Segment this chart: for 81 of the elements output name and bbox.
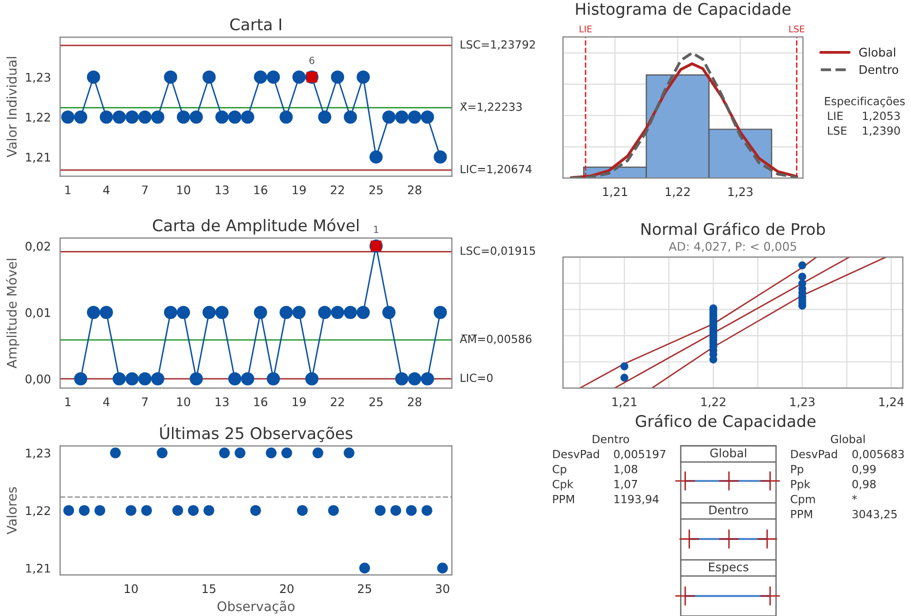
- annotation: 6: [309, 56, 314, 64]
- category-label: Especs: [709, 562, 748, 574]
- x-tick-label: 19: [292, 397, 306, 406]
- x-tick-label: 10: [124, 584, 138, 594]
- chart-title: Histograma de Capacidade: [576, 2, 790, 18]
- y-tick-label: 1,21: [26, 564, 50, 574]
- category-label: Global: [710, 448, 746, 458]
- text: Dentro: [592, 435, 630, 444]
- x-tick-label: 28: [408, 185, 422, 194]
- x-tick-label: 22: [330, 397, 344, 406]
- y-tick-label: 0,00: [26, 374, 50, 385]
- x-tick-label: 1: [65, 397, 70, 406]
- ref-line-label: X̄=1,22233: [460, 102, 522, 112]
- x-tick-label: 13: [216, 185, 229, 194]
- ref-line-label: LSC=1,23792: [460, 40, 535, 50]
- legend-label: Global: [859, 48, 896, 57]
- x-tick-label: 7: [142, 397, 148, 406]
- y-tick-label: 1,23: [26, 448, 50, 459]
- text: Especificações: [825, 96, 905, 108]
- text: DesvPad 0,005683: [791, 450, 904, 460]
- ref-line-label: LIC=0: [460, 374, 493, 382]
- y-tick-label: 1,23: [26, 72, 50, 83]
- x-tick-label: 25: [369, 185, 383, 194]
- text: DesvPad 0,005197: [553, 450, 666, 460]
- text: PPM 3043,25: [791, 510, 897, 520]
- y-axis-title: Valor Individual: [6, 57, 17, 158]
- y-axis-title: Valores: [6, 487, 17, 534]
- ref-line-label: LIE: [580, 26, 592, 32]
- y-tick-label: 1,22: [26, 506, 50, 516]
- y-tick-label: 0,01: [26, 308, 50, 318]
- y-tick-label: 0,02: [26, 242, 50, 252]
- x-tick-label: 16: [254, 397, 268, 406]
- text: Cp 1,08: [552, 464, 638, 476]
- x-tick-label: 30: [436, 584, 450, 594]
- chart-subtitle: AD: 4,027, P: < 0,005: [668, 242, 796, 252]
- text: LIE 1,2053: [828, 112, 900, 122]
- text: LSE 1,2390: [828, 126, 900, 136]
- y-axis-title: Amplitude Móvel: [6, 258, 20, 368]
- x-tick-label: 19: [292, 185, 306, 194]
- x-tick-label: 1: [65, 186, 70, 194]
- x-tick-label: 15: [202, 584, 216, 594]
- chart-title: Carta de Amplitude Móvel: [152, 218, 358, 234]
- x-tick-label: 20: [280, 584, 294, 594]
- x-tick-label: 1,22: [666, 187, 690, 198]
- x-axis-title: Observação: [217, 600, 295, 614]
- x-tick-label: 1,22: [701, 397, 726, 408]
- x-tick-label: 1,23: [728, 187, 752, 198]
- text: Cpk 1,07: [552, 480, 638, 490]
- x-tick-label: 1,21: [603, 187, 628, 198]
- x-tick-label: 28: [408, 397, 422, 406]
- ref-line-label: LSE: [789, 26, 804, 32]
- x-tick-label: 22: [330, 185, 344, 194]
- x-tick-label: 25: [369, 397, 383, 406]
- x-tick-label: 4: [103, 186, 110, 194]
- y-tick-label: 1,21: [26, 152, 50, 163]
- chart-title: Normal Gráfico de Prob: [642, 222, 825, 236]
- ref-line-label: A̅M̅=0,00586: [460, 334, 532, 344]
- text: Cpm *: [790, 494, 857, 506]
- text: Ppk 0,98: [791, 480, 876, 490]
- category-label: Dentro: [709, 506, 748, 514]
- x-tick-label: 1,21: [612, 397, 636, 408]
- y-tick-label: 1,22: [26, 112, 50, 123]
- x-tick-label: 16: [254, 185, 268, 194]
- ref-line-label: LIC=1,20674: [460, 164, 532, 174]
- x-tick-label: 10: [177, 397, 190, 406]
- x-tick-label: 10: [177, 185, 190, 194]
- text: PPM 1193,94: [553, 494, 659, 504]
- text: Pp 0,99: [791, 464, 876, 476]
- legend-label: Dentro: [860, 65, 898, 74]
- x-tick-label: 1,23: [790, 397, 814, 408]
- x-tick-label: 4: [103, 397, 110, 406]
- annotation: 1: [374, 226, 378, 233]
- chart-title: Carta I: [230, 18, 282, 30]
- x-tick-label: 25: [358, 584, 372, 594]
- text: Global: [830, 434, 865, 444]
- chart-title: Últimas 25 Observações: [160, 424, 352, 442]
- x-tick-label: 7: [142, 186, 148, 194]
- x-tick-label: 13: [216, 397, 229, 406]
- ref-line-label: LSC=0,01915: [460, 246, 535, 256]
- text: Gráfico de Capacidade: [636, 414, 816, 430]
- x-tick-label: 1,24: [879, 397, 904, 408]
